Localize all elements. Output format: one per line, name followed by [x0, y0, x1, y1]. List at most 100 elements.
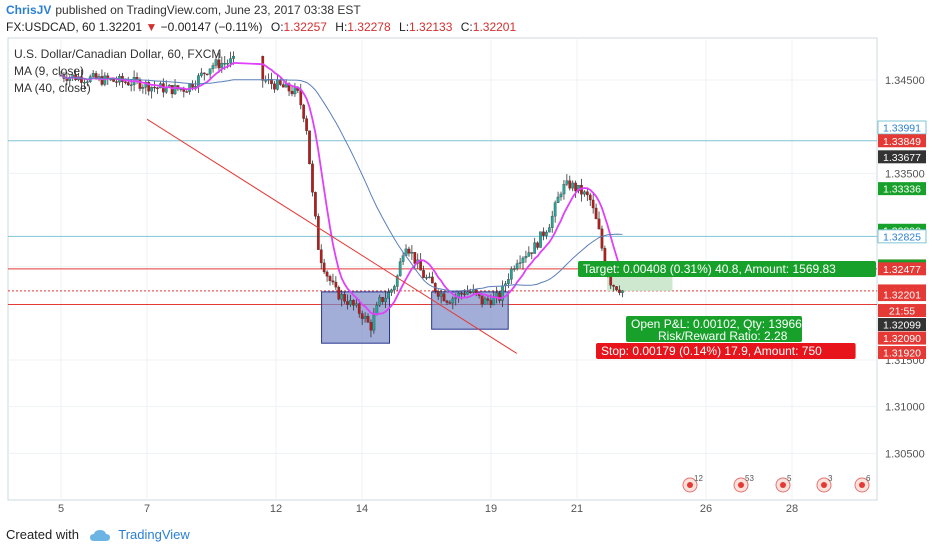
- candle: [524, 256, 528, 259]
- candle: [556, 196, 560, 203]
- candle: [413, 252, 417, 264]
- event-dot-icon: [780, 482, 786, 488]
- event-count: 53: [745, 474, 754, 483]
- candle: [141, 87, 145, 89]
- close-value: 1.32201: [472, 20, 517, 34]
- candle: [334, 281, 338, 288]
- x-tick-label: 5: [58, 503, 64, 515]
- candle: [542, 231, 545, 236]
- low-label: L:: [399, 20, 410, 34]
- candle: [568, 180, 572, 189]
- event-count: 6: [866, 474, 871, 483]
- event-dot-icon: [859, 482, 865, 488]
- candle: [489, 300, 493, 305]
- candle: [495, 292, 499, 297]
- candle: [395, 275, 399, 287]
- candle: [103, 75, 107, 85]
- candle: [507, 279, 510, 284]
- price-tag-bg: [878, 262, 926, 276]
- candle: [536, 242, 539, 248]
- publish-header: ChrisJV published on TradingView.com, Jun…: [0, 0, 932, 20]
- candle: [170, 85, 174, 95]
- candle: [293, 87, 297, 95]
- candle: [451, 298, 455, 304]
- price-chart[interactable]: Target: 0.00408 (0.31%) 40.8, Amount: 15…: [0, 0, 932, 522]
- high-value: 1.32278: [347, 20, 391, 34]
- candle: [547, 227, 551, 233]
- x-tick-label: 14: [356, 503, 368, 515]
- tradingview-brand-link[interactable]: TradingView: [118, 527, 190, 542]
- event-marker[interactable]: 5: [775, 474, 792, 493]
- event-marker[interactable]: 53: [733, 474, 754, 493]
- candle: [527, 252, 531, 257]
- candle: [381, 297, 384, 303]
- x-tick-label: 21: [571, 503, 583, 515]
- candle: [337, 286, 341, 300]
- candle: [80, 76, 83, 83]
- publish-info: published on TradingView.com, June 23, 2…: [55, 3, 361, 17]
- stop-label-bg: [596, 343, 856, 359]
- candle: [460, 293, 463, 295]
- candle: [311, 163, 314, 193]
- price-tag-bg: [878, 182, 926, 196]
- candle: [352, 300, 355, 306]
- candle: [156, 87, 159, 89]
- candle: [278, 79, 282, 85]
- candle: [328, 276, 332, 281]
- candle: [363, 316, 367, 319]
- support-zone[interactable]: [321, 291, 391, 344]
- y-tick-label: 1.31000: [885, 402, 925, 414]
- event-marker[interactable]: 6: [854, 474, 871, 493]
- trendline[interactable]: [146, 118, 518, 354]
- candle: [150, 86, 153, 92]
- candle: [264, 80, 268, 82]
- price-tag: 1.33849: [883, 136, 921, 148]
- price-tag-bg: [877, 120, 927, 135]
- open-value: 1.32257: [283, 20, 327, 34]
- candle: [308, 130, 311, 165]
- candle: [83, 81, 86, 84]
- candle: [387, 292, 390, 299]
- downtrend-line[interactable]: [146, 118, 518, 354]
- candle: [261, 56, 265, 81]
- legend-ma9: MA (9, close): [14, 64, 85, 78]
- candle: [372, 314, 376, 331]
- price-tag-bg: [877, 229, 927, 244]
- candle: [85, 81, 89, 83]
- ma9-line: [60, 61, 624, 316]
- candle: [316, 216, 320, 250]
- candle: [343, 294, 346, 302]
- y-tick-label: 1.30500: [885, 448, 925, 460]
- candle: [577, 184, 580, 192]
- x-tick-label: 26: [700, 503, 712, 515]
- pnl-label: Open P&L: 0.00102, Qty: 139664: [631, 317, 809, 331]
- author-link[interactable]: ChrisJV: [6, 3, 52, 17]
- chart-legend: U.S. Dollar/Canadian Dollar, 60, FXCM MA…: [14, 46, 221, 97]
- candle: [346, 301, 349, 305]
- candle: [276, 79, 279, 90]
- candle: [585, 191, 589, 196]
- price-change: −0.00147 (−0.11%): [160, 20, 263, 34]
- candle: [448, 302, 452, 304]
- candle: [445, 300, 449, 303]
- candle: [208, 68, 212, 75]
- price-tags: 1.339911.338491.336771.333361.328901.328…: [877, 120, 927, 360]
- event-count: 12: [694, 474, 703, 483]
- low-value: 1.32133: [409, 20, 453, 34]
- risk-reward-label: Risk/Reward Ratio: 2.28: [658, 329, 788, 343]
- candle: [115, 81, 118, 83]
- price-tag: 1.32201: [883, 290, 921, 302]
- event-count: 3: [828, 474, 833, 483]
- candle: [550, 215, 554, 228]
- candle: [290, 90, 294, 95]
- candle: [322, 262, 326, 273]
- candle: [214, 59, 218, 66]
- y-tick-label: 1.33500: [885, 168, 925, 180]
- event-dot-icon: [821, 482, 827, 488]
- candle: [135, 77, 139, 81]
- candle: [574, 182, 577, 192]
- event-marker[interactable]: 3: [816, 474, 833, 493]
- candle: [571, 182, 575, 189]
- created-with-text: Created with: [6, 527, 79, 542]
- event-marker[interactable]: 12: [682, 474, 703, 493]
